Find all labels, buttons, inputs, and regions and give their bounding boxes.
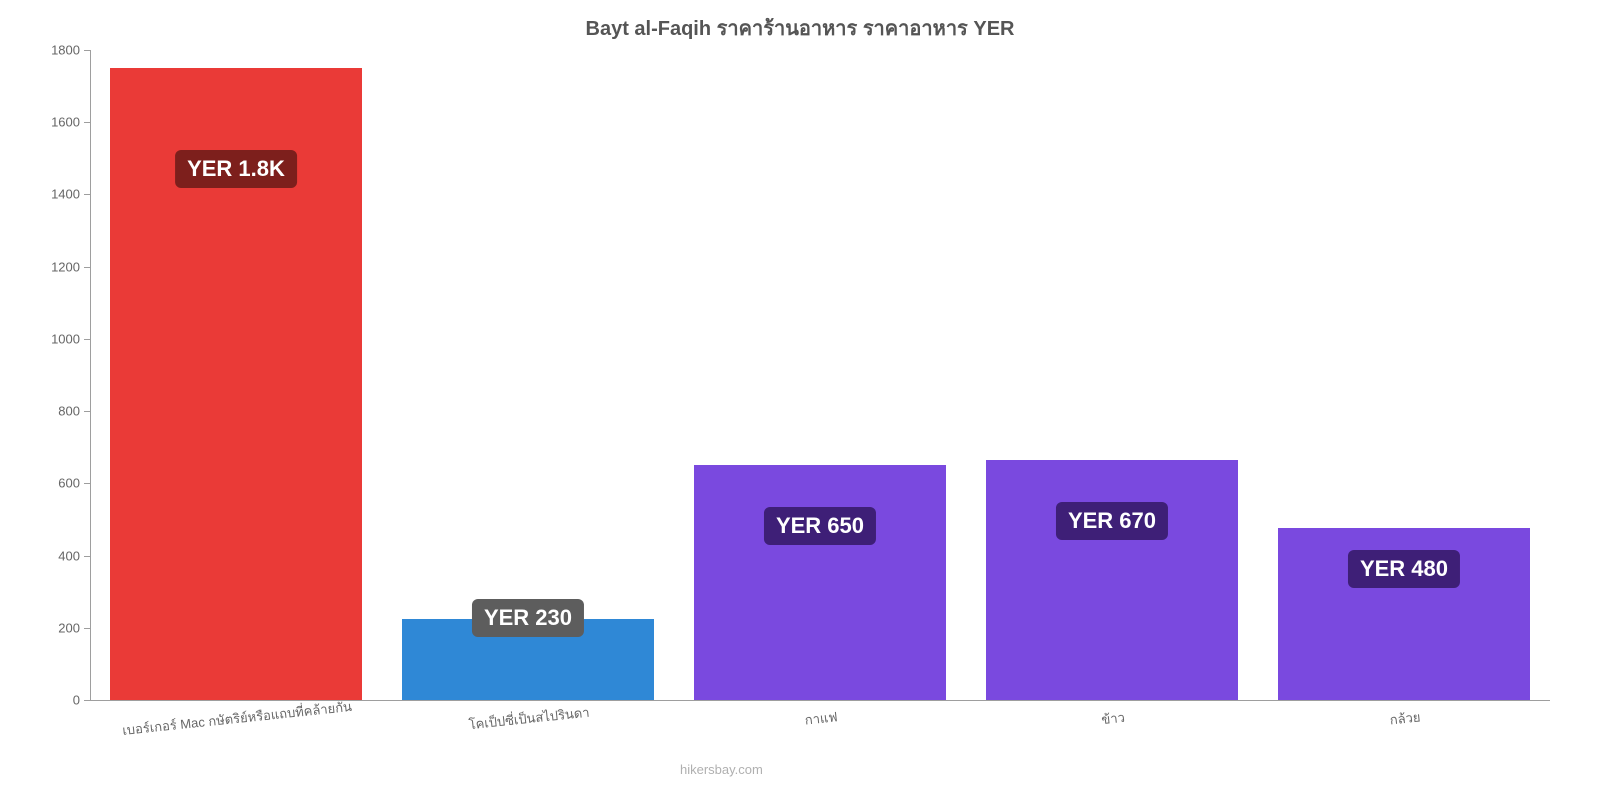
x-label-slot: โคเป็ปซี่เป็นสไปรินดา xyxy=(382,702,674,762)
x-label-slot: กาแฟ xyxy=(674,702,966,762)
value-badge: YER 480 xyxy=(1348,550,1460,588)
x-axis-label: โคเป็ปซี่เป็นสไปรินดา xyxy=(468,702,591,736)
value-badge: YER 230 xyxy=(472,599,584,637)
x-label-slot: ข้าว xyxy=(966,702,1258,762)
bar: YER 670 xyxy=(986,460,1237,700)
bar: YER 230 xyxy=(402,619,653,700)
y-tick-mark xyxy=(84,194,90,195)
y-tick-mark xyxy=(84,267,90,268)
y-tick-label: 1600 xyxy=(51,115,80,130)
y-axis: 020040060080010001200140016001800 xyxy=(0,50,90,700)
y-tick-label: 200 xyxy=(58,620,80,635)
x-axis-label: ข้าว xyxy=(1100,707,1126,730)
x-axis-label: เบอร์เกอร์ Mac กษัตริย์หรือแถบที่คล้ายกั… xyxy=(121,696,353,741)
bar-slot: YER 670 xyxy=(966,50,1258,700)
y-tick-mark xyxy=(84,50,90,51)
y-tick-label: 1800 xyxy=(51,43,80,58)
bars-group: YER 1.8K YER 230 YER 650 YER 670 YER 480 xyxy=(90,50,1550,700)
chart-container: Bayt al-Faqih ราคาร้านอาหาร ราคาอาหาร YE… xyxy=(0,0,1600,800)
y-tick-mark xyxy=(84,700,90,701)
chart-title: Bayt al-Faqih ราคาร้านอาหาร ราคาอาหาร YE… xyxy=(0,12,1600,44)
bar-slot: YER 1.8K xyxy=(90,50,382,700)
plot-area: YER 1.8K YER 230 YER 650 YER 670 YER 480 xyxy=(90,50,1550,700)
y-tick-mark xyxy=(84,628,90,629)
y-tick-label: 1200 xyxy=(51,259,80,274)
value-badge: YER 1.8K xyxy=(175,150,297,188)
value-badge: YER 670 xyxy=(1056,502,1168,540)
y-tick-label: 800 xyxy=(58,404,80,419)
y-tick-label: 1000 xyxy=(51,331,80,346)
y-tick-mark xyxy=(84,339,90,340)
y-tick-mark xyxy=(84,122,90,123)
bar-slot: YER 230 xyxy=(382,50,674,700)
y-tick-label: 400 xyxy=(58,548,80,563)
y-tick-label: 600 xyxy=(58,476,80,491)
value-badge: YER 650 xyxy=(764,507,876,545)
x-axis-label: กล้วย xyxy=(1389,706,1422,730)
bar-slot: YER 650 xyxy=(674,50,966,700)
y-tick-mark xyxy=(84,556,90,557)
x-axis-label: กาแฟ xyxy=(804,706,839,730)
y-tick-label: 1400 xyxy=(51,187,80,202)
y-tick-label: 0 xyxy=(73,693,80,708)
bar: YER 650 xyxy=(694,465,945,700)
watermark: hikersbay.com xyxy=(680,762,763,777)
y-tick-mark xyxy=(84,483,90,484)
bar: YER 1.8K xyxy=(110,68,361,700)
bar: YER 480 xyxy=(1278,528,1529,700)
x-axis-labels: เบอร์เกอร์ Mac กษัตริย์หรือแถบที่คล้ายกั… xyxy=(90,702,1550,762)
x-label-slot: เบอร์เกอร์ Mac กษัตริย์หรือแถบที่คล้ายกั… xyxy=(90,702,382,762)
x-label-slot: กล้วย xyxy=(1258,702,1550,762)
y-tick-mark xyxy=(84,411,90,412)
bar-slot: YER 480 xyxy=(1258,50,1550,700)
